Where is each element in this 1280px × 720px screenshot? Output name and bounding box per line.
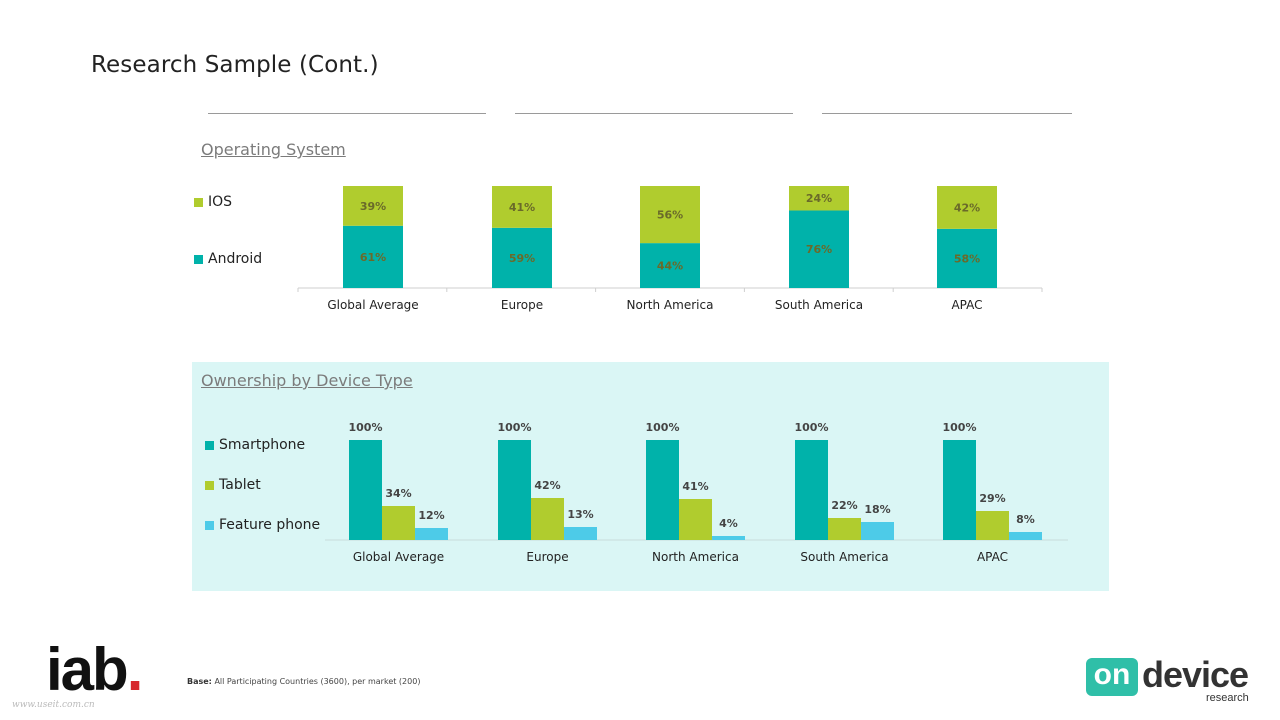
device-bar-feature-phone-apac xyxy=(1009,532,1042,540)
os-data-label: 56% xyxy=(657,209,683,222)
device-bar-feature-phone-north-america xyxy=(712,536,745,540)
os-bar-ios-apac xyxy=(937,186,997,229)
os-data-label: 76% xyxy=(806,243,832,256)
device-data-label: 100% xyxy=(349,421,383,434)
os-bar-android-north-america xyxy=(640,243,700,288)
os-bar-android-europe xyxy=(492,227,552,288)
device-data-label: 42% xyxy=(534,479,560,492)
device-data-label: 29% xyxy=(979,492,1005,505)
device-data-label: 18% xyxy=(864,503,890,516)
device-bar-tablet-south-america xyxy=(828,518,861,540)
legend-smartphone-label: Smartphone xyxy=(219,437,306,453)
os-bar-android-global-average xyxy=(343,225,403,288)
header-rule-1 xyxy=(208,113,486,114)
device-bar-smartphone-global-average xyxy=(349,440,382,540)
os-data-label: 44% xyxy=(657,260,683,273)
os-bar-android-south-america xyxy=(789,210,849,288)
device-data-label: 100% xyxy=(795,421,829,434)
legend-ios-swatch xyxy=(194,197,203,207)
device-bar-smartphone-apac xyxy=(943,440,976,540)
legend-feature-phone: Feature phone xyxy=(205,517,320,533)
footnote-text: All Participating Countries (3600), per … xyxy=(214,677,421,686)
device-bar-smartphone-north-america xyxy=(646,440,679,540)
os-data-label: 59% xyxy=(509,252,535,265)
device-bar-smartphone-south-america xyxy=(795,440,828,540)
device-category-label: South America xyxy=(800,550,888,564)
device-category-label: Europe xyxy=(526,550,568,564)
device-category-label: APAC xyxy=(977,550,1008,564)
legend-tablet-label: Tablet xyxy=(219,477,261,493)
device-data-label: 100% xyxy=(498,421,532,434)
device-data-label: 100% xyxy=(943,421,977,434)
os-data-label: 41% xyxy=(509,201,535,214)
ondevice-logo: on device research xyxy=(1086,656,1256,704)
os-category-label: South America xyxy=(775,298,863,312)
header-rule-2 xyxy=(515,113,793,114)
legend-smartphone-swatch xyxy=(205,440,214,450)
iab-logo: iab. xyxy=(46,640,143,700)
ondevice-logo-sub: research xyxy=(1206,692,1249,704)
device-bar-feature-phone-south-america xyxy=(861,522,894,540)
legend-android-swatch xyxy=(194,254,203,264)
os-bar-ios-europe xyxy=(492,186,552,228)
os-section-heading: Operating System xyxy=(201,140,346,159)
ondevice-logo-box: on xyxy=(1086,658,1138,696)
os-category-label: North America xyxy=(627,298,714,312)
device-data-label: 13% xyxy=(567,508,593,521)
iab-logo-text: iab xyxy=(46,636,129,703)
os-category-label: Global Average xyxy=(327,298,418,312)
os-category-label: APAC xyxy=(951,298,982,312)
legend-feature-phone-label: Feature phone xyxy=(219,517,321,533)
device-section-heading: Ownership by Device Type xyxy=(201,371,413,390)
legend-smartphone: Smartphone xyxy=(205,437,305,453)
device-data-label: 22% xyxy=(831,499,857,512)
device-bar-feature-phone-europe xyxy=(564,527,597,540)
os-bar-ios-south-america xyxy=(789,186,849,211)
legend-ios: IOS xyxy=(194,194,232,210)
iab-logo-dot: . xyxy=(126,636,144,703)
device-category-label: Global Average xyxy=(353,550,444,564)
device-bar-tablet-apac xyxy=(976,511,1009,540)
os-category-label: Europe xyxy=(501,298,543,312)
footnote-label: Base: xyxy=(187,677,212,686)
device-bar-tablet-europe xyxy=(531,498,564,540)
os-data-label: 24% xyxy=(806,192,832,205)
os-data-label: 61% xyxy=(360,251,386,264)
os-bar-ios-global-average xyxy=(343,186,403,226)
os-bar-android-apac xyxy=(937,228,997,288)
legend-tablet: Tablet xyxy=(205,477,261,493)
footnote: Base: All Participating Countries (3600)… xyxy=(187,677,420,686)
ondevice-logo-word: device xyxy=(1142,654,1249,695)
device-data-label: 12% xyxy=(418,509,444,522)
legend-android-label: Android xyxy=(208,251,263,267)
legend-android: Android xyxy=(194,251,262,267)
page-title: Research Sample (Cont.) xyxy=(91,52,379,78)
os-data-label: 58% xyxy=(954,252,980,265)
device-bar-tablet-north-america xyxy=(679,499,712,540)
os-bar-ios-north-america xyxy=(640,186,700,244)
os-data-label: 42% xyxy=(954,201,980,214)
device-data-label: 100% xyxy=(646,421,680,434)
legend-tablet-swatch xyxy=(205,480,214,490)
watermark: www.useit.com.cn xyxy=(12,700,95,710)
device-data-label: 41% xyxy=(682,480,708,493)
device-data-label: 4% xyxy=(719,517,738,530)
device-data-label: 8% xyxy=(1016,513,1035,526)
legend-ios-label: IOS xyxy=(208,194,233,210)
legend-feature-phone-swatch xyxy=(205,520,214,530)
device-category-label: North America xyxy=(652,550,739,564)
header-rule-3 xyxy=(822,113,1072,114)
device-bar-tablet-global-average xyxy=(382,506,415,540)
device-bar-smartphone-europe xyxy=(498,440,531,540)
os-data-label: 39% xyxy=(360,200,386,213)
device-bar-feature-phone-global-average xyxy=(415,528,448,540)
device-data-label: 34% xyxy=(385,487,411,500)
